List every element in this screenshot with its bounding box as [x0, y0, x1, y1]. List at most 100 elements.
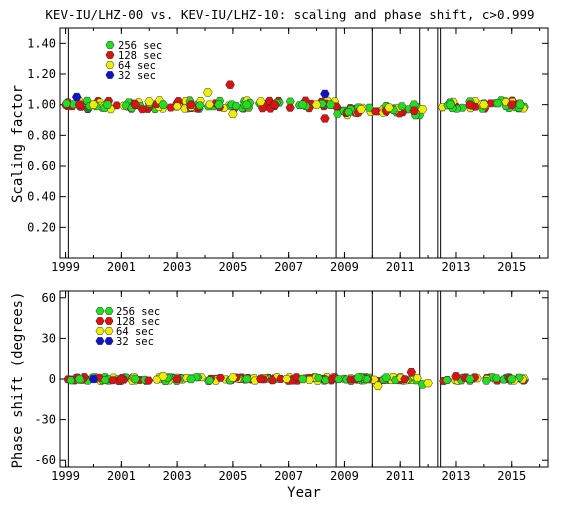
x-tick-label: 2015: [497, 469, 526, 483]
phase-panel: 1999 2001 2003 2005 2007 2009 2011 2013 2015 -60 -…: [34, 290, 549, 483]
data-point: [228, 109, 238, 119]
data-point: [108, 376, 118, 385]
data-point: [479, 100, 489, 109]
data-point: [353, 373, 364, 382]
data-point: [297, 100, 308, 109]
data-point: [228, 373, 238, 382]
data-point: [66, 376, 76, 385]
y-tick-label: 0.60: [27, 159, 56, 173]
legend-marker: [105, 61, 115, 69]
legend-marker: [95, 327, 105, 335]
data-point: [130, 100, 141, 109]
data-point: [256, 97, 266, 106]
x-tick-label: 2011: [386, 469, 415, 483]
legend-marker: [95, 307, 105, 315]
legend-label: 64 sec: [118, 60, 156, 72]
data-point: [445, 100, 456, 109]
data-point: [333, 109, 343, 118]
data-point: [344, 108, 353, 116]
plot-frame: [59, 27, 549, 259]
phase-y-axis-label: Phase shift (degrees): [10, 291, 26, 468]
data-point: [515, 100, 525, 109]
y-tick-label: 1.40: [27, 36, 56, 50]
x-tick-label: 2007: [274, 260, 303, 274]
data-point: [269, 100, 280, 109]
x-tick-label: 2013: [442, 469, 471, 483]
x-axis-label: Year: [287, 485, 321, 501]
scaling-panel: 1999 2001 2003 2005 2007 2009 2011 2013 2015 0.20…: [27, 27, 549, 274]
data-point: [203, 88, 213, 97]
x-tick-label: 2001: [107, 260, 136, 274]
y-tick-label: -30: [34, 413, 56, 427]
chart-title: KEV-IU/LHZ-00 vs. KEV-IU/LHZ-10: scaling…: [45, 7, 534, 22]
legend-marker: [104, 307, 114, 315]
legend-marker: [105, 71, 115, 79]
data-point: [144, 97, 154, 106]
data-point: [242, 374, 252, 384]
data-point: [71, 92, 82, 102]
legend-label: 128 sec: [116, 316, 160, 328]
data-point: [465, 374, 475, 384]
data-point: [276, 375, 286, 383]
x-tick-label: 2009: [330, 260, 359, 274]
data-point: [320, 114, 330, 123]
x-tick-label: 2005: [218, 469, 247, 483]
y-tick-label: 0.40: [27, 190, 56, 204]
y-tick-label: 1.00: [27, 98, 56, 112]
data-point: [417, 105, 428, 114]
data-point: [451, 372, 461, 381]
data-point: [242, 100, 252, 109]
legend-marker: [105, 41, 115, 49]
data-point: [492, 374, 501, 383]
legend-label: 256 sec: [118, 40, 162, 52]
data-point: [314, 374, 323, 382]
data-point: [130, 374, 141, 384]
y-tick-label: 0.80: [27, 128, 56, 142]
x-tick-label: 2011: [386, 260, 415, 274]
data-point: [214, 100, 224, 109]
data-point: [406, 368, 417, 377]
data-point: [442, 376, 452, 384]
data-point: [320, 89, 330, 99]
legend-marker: [95, 317, 105, 325]
x-tick-label: 2009: [330, 469, 359, 483]
data-point: [311, 100, 322, 109]
data-point: [481, 376, 491, 385]
data-point: [409, 106, 419, 115]
data-point: [370, 107, 380, 116]
y-tick-label: 0.20: [27, 220, 56, 234]
data-point: [493, 98, 503, 108]
y-tick-label: 30: [42, 331, 56, 345]
data-point: [158, 372, 168, 381]
x-tick-label: 2005: [218, 260, 247, 274]
data-point: [381, 373, 392, 382]
data-point: [172, 102, 182, 111]
legend-marker: [104, 337, 114, 345]
legend-marker: [105, 51, 115, 59]
data-point: [423, 378, 433, 388]
y-tick-label: 1.20: [27, 67, 56, 81]
data-point: [116, 374, 127, 384]
data-point: [88, 100, 99, 109]
legend-marker: [104, 317, 114, 325]
data-point: [506, 100, 517, 109]
x-tick-label: 2015: [497, 260, 526, 274]
data-point: [74, 374, 85, 384]
legend-label: 32 sec: [118, 70, 156, 82]
data-point: [102, 100, 113, 109]
data-point: [258, 104, 267, 113]
data-point: [285, 103, 295, 112]
data-point: [88, 374, 99, 384]
data-point: [195, 101, 205, 110]
x-tick-label: 1999: [51, 260, 80, 274]
legend-label: 256 sec: [116, 306, 160, 318]
legend-label: 64 sec: [116, 326, 154, 338]
data-point: [334, 375, 344, 384]
data-point: [225, 80, 235, 89]
data-point: [400, 375, 410, 384]
data-point: [137, 105, 147, 114]
data-point: [158, 100, 168, 109]
data-point: [144, 376, 154, 385]
legend-label: 128 sec: [118, 50, 162, 62]
